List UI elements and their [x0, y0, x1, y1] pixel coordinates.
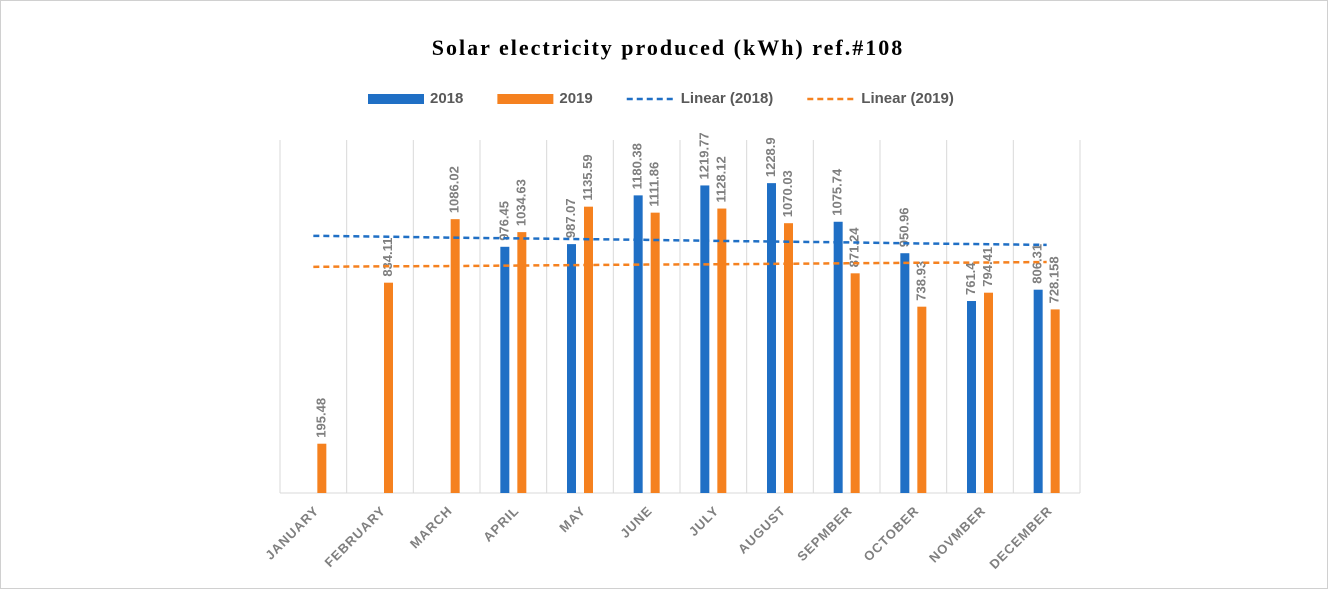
- bar: [500, 246, 510, 493]
- data-label: 728.158: [1047, 256, 1062, 303]
- legend-swatch: [368, 94, 424, 104]
- data-label: 1180.38: [630, 143, 645, 189]
- data-label: 195.48: [313, 398, 328, 438]
- data-label: 806.31: [1030, 244, 1045, 284]
- legend-label: Linear (2018): [681, 90, 774, 107]
- data-label: 950.96: [896, 207, 911, 247]
- bar: [517, 232, 527, 494]
- data-label: 738.93: [913, 261, 928, 301]
- data-label: 1034.63: [513, 179, 528, 226]
- data-label: 1086.02: [447, 166, 462, 213]
- legend-swatch: [497, 94, 554, 104]
- legend-label: 2019: [559, 90, 592, 107]
- data-label: 1075.74: [830, 168, 845, 216]
- bar: [384, 282, 393, 493]
- legend-label: 2018: [430, 90, 463, 107]
- bar: [900, 253, 910, 493]
- legend-label: Linear (2019): [861, 90, 954, 107]
- bar: [317, 443, 327, 493]
- bar: [567, 244, 576, 493]
- bar: [1033, 289, 1043, 493]
- bar: [1050, 309, 1060, 493]
- data-label: 1111.86: [647, 162, 662, 207]
- data-label: 834.11: [380, 238, 395, 277]
- data-label: 1219.77: [696, 132, 711, 179]
- data-label: 976.45: [496, 201, 511, 241]
- bar: [850, 273, 860, 493]
- data-label: 1128.12: [713, 156, 728, 202]
- bar: [967, 301, 976, 493]
- bar: [784, 223, 793, 493]
- bar: [450, 219, 460, 493]
- bar: [833, 221, 843, 494]
- data-label: 761.4: [963, 262, 978, 295]
- bar: [917, 306, 927, 493]
- data-label: 1135.59: [580, 154, 595, 200]
- bar: [700, 185, 710, 493]
- data-label: 871.24: [847, 227, 862, 268]
- bar: [984, 292, 993, 493]
- chart-title: Solar electricity produced (kWh) ref.#10…: [432, 35, 904, 60]
- trend-line: [313, 260, 1047, 269]
- bar: [633, 195, 643, 493]
- bar: [767, 183, 776, 493]
- bar: [650, 212, 660, 493]
- data-label: 1070.03: [780, 170, 795, 217]
- bar: [584, 206, 593, 493]
- data-label: 1228.9: [763, 137, 778, 177]
- data-label: 987.07: [563, 198, 578, 238]
- bar: [717, 208, 727, 493]
- data-label: 794.41: [980, 247, 995, 287]
- trend-line: [313, 234, 1047, 247]
